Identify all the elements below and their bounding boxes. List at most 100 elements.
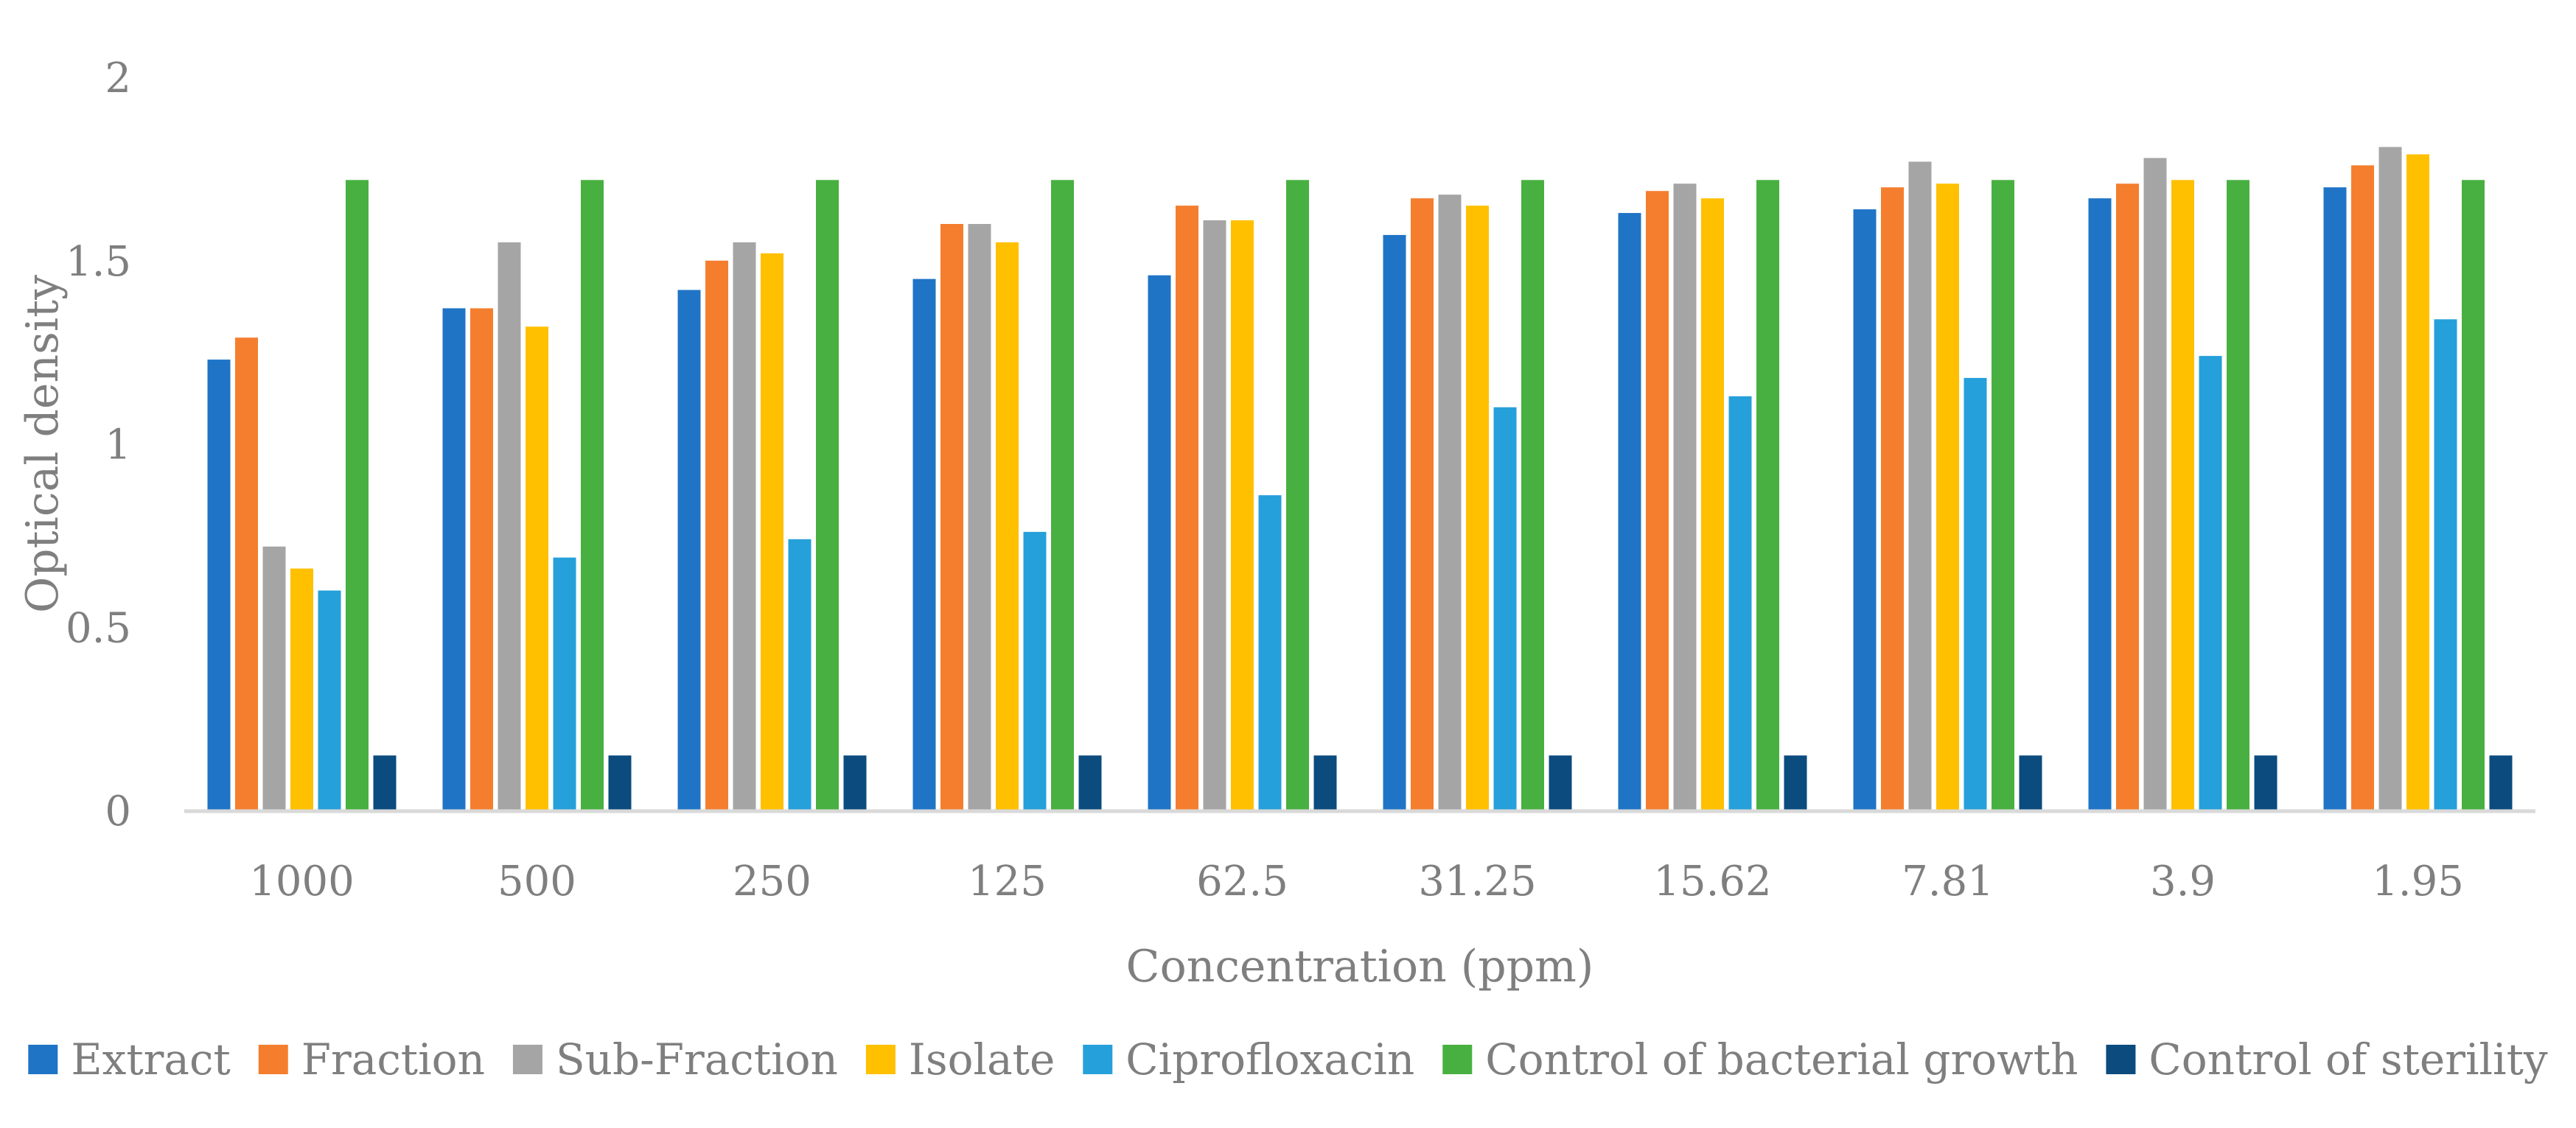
bar-control-of-bacterial-growth: [1992, 180, 2014, 811]
legend-item: Sub-Fraction: [512, 1034, 838, 1085]
legend-swatch: [28, 1045, 58, 1074]
bar-control-of-bacterial-growth: [2462, 180, 2485, 811]
bar-extract: [442, 308, 466, 810]
bar-control-of-sterility: [843, 755, 867, 810]
legend-swatch: [512, 1045, 542, 1074]
bar-fraction: [1646, 191, 1669, 811]
bar-control-of-bacterial-growth: [2227, 180, 2249, 811]
x-tick-label: 62.5: [1196, 858, 1288, 905]
bar-isolate: [1936, 183, 1959, 810]
bar-fraction: [705, 260, 728, 810]
bar-control-of-sterility: [608, 755, 632, 810]
bar-control-of-sterility: [1549, 755, 1572, 810]
bar-control-of-sterility: [2019, 755, 2042, 810]
bar-extract: [1383, 234, 1406, 810]
bar-ciprofloxacin: [1728, 396, 1752, 810]
bar-control-of-sterility: [2254, 755, 2277, 810]
bar-fraction: [1176, 206, 1198, 810]
legend-swatch: [258, 1045, 288, 1074]
legend-label: Extract: [71, 1034, 230, 1085]
bar-fraction: [940, 224, 963, 810]
legend-swatch: [1442, 1045, 1473, 1074]
legend-swatch: [1083, 1045, 1113, 1074]
y-tick-label: 1.5: [66, 238, 131, 286]
y-tick-label: 1: [105, 421, 131, 469]
bar-isolate: [2406, 154, 2429, 811]
bar-isolate: [1466, 206, 1489, 810]
bar-ciprofloxacin: [1493, 407, 1517, 810]
legend-label: Control of bacterial growth: [1485, 1034, 2078, 1085]
bar-control-of-sterility: [1784, 755, 1807, 810]
bar-control-of-bacterial-growth: [1051, 180, 1074, 811]
x-tick-label: 7.81: [1902, 858, 1994, 905]
y-tick-label: 2: [105, 55, 131, 102]
bar-isolate: [761, 253, 783, 810]
legend-item: Control of sterility: [2106, 1034, 2548, 1085]
bar-extract: [207, 360, 231, 810]
bar-isolate: [2171, 180, 2194, 811]
bar-ciprofloxacin: [318, 590, 341, 810]
bar-sub-fraction: [733, 242, 756, 810]
bar-ciprofloxacin: [1258, 495, 1282, 810]
bar-sub-fraction: [2378, 147, 2402, 810]
bar-isolate: [996, 242, 1019, 810]
bar-control-of-bacterial-growth: [581, 180, 604, 811]
bar-sub-fraction: [498, 242, 521, 810]
bar-ciprofloxacin: [788, 539, 811, 810]
bar-fraction: [2116, 183, 2139, 810]
x-axis-title: Concentration (ppm): [1126, 941, 1594, 992]
legend-item: Control of bacterial growth: [1442, 1034, 2078, 1085]
bar-isolate: [1701, 198, 1724, 810]
x-tick-label: 500: [498, 858, 576, 905]
bar-control-of-bacterial-growth: [346, 180, 369, 811]
bar-ciprofloxacin: [2434, 319, 2457, 811]
x-tick-label: 15.62: [1653, 858, 1771, 905]
bar-sub-fraction: [1673, 183, 1697, 810]
bar-sub-fraction: [1908, 161, 1932, 811]
bar-control-of-sterility: [1313, 755, 1337, 810]
legend-item: Ciprofloxacin: [1083, 1034, 1414, 1085]
bar-isolate: [1231, 220, 1254, 810]
legend-item: Extract: [28, 1034, 231, 1085]
x-tick-label: 3.9: [2150, 858, 2216, 905]
bar-ciprofloxacin: [553, 557, 576, 810]
bar-fraction: [470, 308, 493, 810]
x-tick-label: 250: [733, 858, 811, 905]
bar-control-of-bacterial-growth: [1756, 180, 1779, 811]
y-tick-label: 0: [105, 788, 131, 836]
bar-extract: [912, 279, 936, 810]
bar-control-of-bacterial-growth: [1521, 180, 1544, 811]
bar-fraction: [235, 337, 258, 811]
bar-sub-fraction: [2143, 158, 2167, 810]
legend-item: Fraction: [258, 1034, 485, 1085]
x-tick-label: 1000: [249, 858, 355, 905]
bar-control-of-sterility: [2489, 755, 2513, 810]
y-axis-title: Optical density: [17, 275, 69, 613]
legend-swatch: [865, 1045, 896, 1074]
legend-label: Sub-Fraction: [556, 1034, 838, 1085]
bar-fraction: [1411, 198, 1434, 810]
bars: [207, 147, 2513, 811]
x-tick-label: 1.95: [2372, 858, 2464, 905]
legend-item: Isolate: [865, 1034, 1055, 1085]
bar-control-of-bacterial-growth: [816, 180, 839, 811]
legend-label: Ciprofloxacin: [1125, 1034, 1414, 1085]
bar-control-of-sterility: [1078, 755, 1102, 810]
bar-fraction: [2351, 165, 2374, 810]
bar-isolate: [526, 326, 548, 810]
bar-control-of-sterility: [373, 755, 397, 810]
bar-extract: [1148, 275, 1171, 810]
bar-fraction: [1881, 187, 1904, 810]
bar-control-of-bacterial-growth: [1286, 180, 1309, 811]
y-tick-label: 0.5: [66, 604, 131, 652]
bar-extract: [677, 290, 701, 810]
y-axis-ticks: 0 0.5 1 1.5 2: [66, 55, 131, 836]
bar-extract: [2323, 187, 2347, 810]
x-axis-ticks: 1000 500 250 125 62.5 31.25 15.62 7.81 3.9 1.95: [249, 858, 2464, 905]
bar-sub-fraction: [1203, 220, 1226, 810]
bar-extract: [1618, 213, 1641, 810]
x-tick-label: 31.25: [1418, 858, 1536, 905]
legend: Extract Fraction Sub-Fraction Isolate Ciprof…: [28, 1034, 2548, 1085]
bar-sub-fraction: [262, 546, 286, 810]
